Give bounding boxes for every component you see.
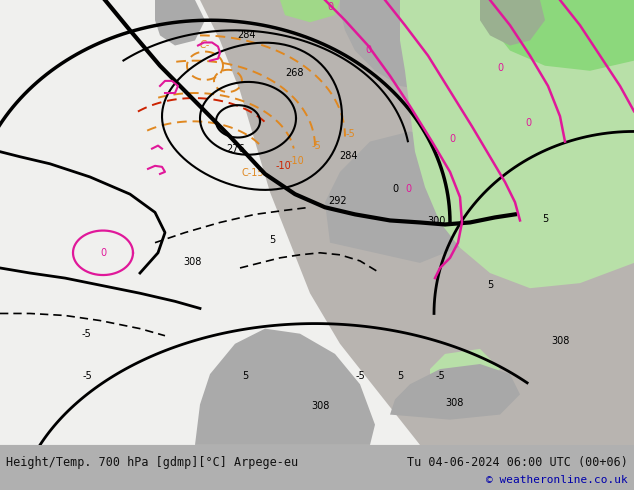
- Text: -10: -10: [275, 161, 291, 171]
- Text: 308: 308: [311, 400, 329, 411]
- Text: 0: 0: [100, 248, 106, 258]
- Polygon shape: [480, 0, 634, 71]
- Text: 0: 0: [327, 2, 333, 12]
- Text: 292: 292: [328, 196, 347, 206]
- Polygon shape: [390, 364, 520, 419]
- Text: -5: -5: [355, 371, 365, 381]
- Polygon shape: [400, 0, 634, 288]
- Text: 308: 308: [551, 336, 569, 346]
- Text: 300: 300: [428, 217, 446, 226]
- Text: C-15: C-15: [241, 168, 264, 178]
- Polygon shape: [325, 131, 490, 263]
- Text: © weatheronline.co.uk: © weatheronline.co.uk: [486, 475, 628, 485]
- Text: 0: 0: [497, 63, 503, 73]
- Text: 0: 0: [449, 134, 455, 144]
- Polygon shape: [280, 0, 340, 22]
- Text: Tu 04-06-2024 06:00 UTC (00+06): Tu 04-06-2024 06:00 UTC (00+06): [407, 456, 628, 469]
- Text: 5: 5: [242, 371, 248, 381]
- Text: C-: C-: [200, 40, 210, 49]
- Text: 284: 284: [236, 30, 256, 40]
- Polygon shape: [430, 349, 500, 389]
- Text: 0: 0: [525, 119, 531, 128]
- Text: 0: 0: [365, 45, 371, 54]
- Polygon shape: [0, 0, 420, 445]
- Text: 308: 308: [446, 398, 464, 409]
- Text: 5: 5: [542, 215, 548, 224]
- Polygon shape: [195, 329, 375, 445]
- Text: -5: -5: [82, 371, 92, 381]
- Text: 284: 284: [339, 151, 357, 161]
- Polygon shape: [480, 0, 545, 46]
- Text: Height/Temp. 700 hPa [gdmp][°C] Arpege-eu: Height/Temp. 700 hPa [gdmp][°C] Arpege-e…: [6, 456, 298, 469]
- Text: 268: 268: [286, 68, 304, 78]
- Text: 5: 5: [487, 280, 493, 290]
- Text: 0: 0: [405, 184, 411, 194]
- Text: -5: -5: [81, 329, 91, 339]
- Text: -5: -5: [435, 371, 445, 381]
- Polygon shape: [340, 0, 490, 91]
- Text: -5: -5: [345, 128, 355, 139]
- Text: -10: -10: [288, 156, 304, 166]
- Text: 5: 5: [269, 235, 275, 245]
- Text: 308: 308: [184, 257, 202, 267]
- Text: 5: 5: [397, 371, 403, 381]
- Text: 276: 276: [227, 144, 245, 153]
- Text: -5: -5: [311, 141, 321, 150]
- Polygon shape: [155, 0, 205, 46]
- Text: 0: 0: [392, 184, 398, 194]
